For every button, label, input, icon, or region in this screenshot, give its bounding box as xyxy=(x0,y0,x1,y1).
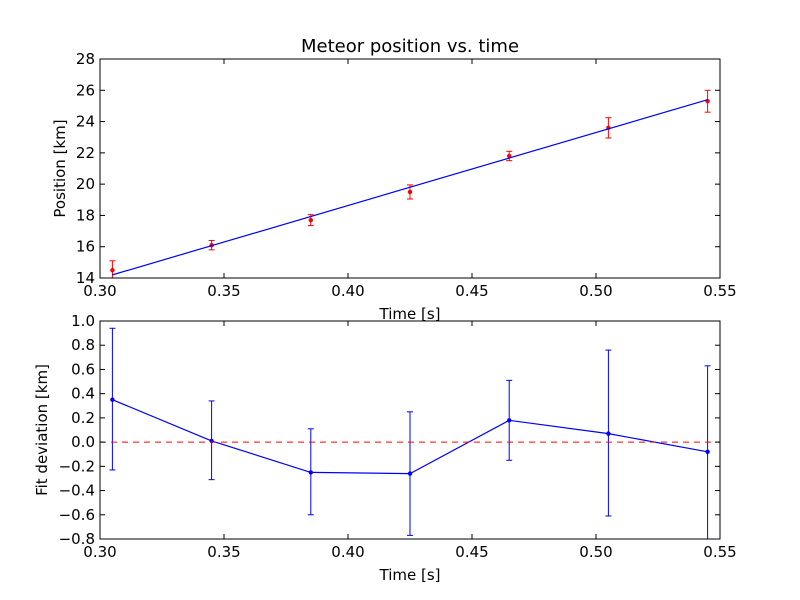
fit-deviation-y-tick-label: 0.0 xyxy=(71,433,95,451)
fit-deviation-y-tick-label: −0.6 xyxy=(59,506,95,524)
position-x-tick-label: 0.55 xyxy=(703,282,736,300)
fit-deviation-y-tick-label: 1.0 xyxy=(71,312,95,330)
data-point xyxy=(407,189,413,195)
data-point xyxy=(308,470,313,475)
data-point xyxy=(606,431,611,436)
data-point xyxy=(705,449,710,454)
fit-deviation-y-axis-label: Fit deviation [km] xyxy=(33,364,51,496)
fit-deviation-x-tick-label: 0.50 xyxy=(579,543,612,561)
fit-deviation-axis-ticks: 0.30 0.35 0.40 0.45 0.50 0.55 −0.8 −0.6 −0.4 −0.2… xyxy=(59,312,737,561)
data-point xyxy=(110,397,115,402)
fit-deviation-y-tick-label: −0.2 xyxy=(59,457,95,475)
fit-deviation-x-tick-label: 0.30 xyxy=(83,543,116,561)
data-point xyxy=(507,418,512,423)
position-y-tick-label: 22 xyxy=(76,144,95,162)
position-y-tick-label: 14 xyxy=(76,269,95,287)
data-point xyxy=(507,153,512,159)
data-point xyxy=(110,267,115,273)
position-x-tick-label: 0.50 xyxy=(579,282,612,300)
position-axes-frame xyxy=(99,58,721,279)
fit-line xyxy=(112,99,708,276)
position-x-tick-label: 0.35 xyxy=(207,282,240,300)
position-y-tick-label: 16 xyxy=(76,238,95,256)
fit-deviation-x-tick-label: 0.45 xyxy=(455,543,488,561)
position-y-axis-label: Position [km] xyxy=(51,119,69,217)
position-y-tick-label: 26 xyxy=(76,81,95,99)
position-axis-ticks: 0.30 0.35 0.40 0.45 0.50 0.55 14 16 18 20 22 24 26 28 xyxy=(76,50,737,300)
data-point xyxy=(308,217,313,223)
fit-deviation-y-tick-label: 0.6 xyxy=(71,360,95,378)
fit-deviation-x-tick-label: 0.55 xyxy=(703,543,736,561)
fit-deviation-x-axis-label: Time [s] xyxy=(379,566,441,584)
fit-deviation-chart: 0.30 0.35 0.40 0.45 0.50 0.55 −0.8 −0.6 −0.4 −0.2… xyxy=(33,312,737,584)
position-x-tick-label: 0.45 xyxy=(455,282,488,300)
fit-deviation-y-tick-label: 0.2 xyxy=(71,409,95,427)
position-y-tick-label: 28 xyxy=(76,50,95,68)
data-point xyxy=(407,471,413,476)
position-chart: Meteor position vs. time 0.30 0.35 0.40 0.4… xyxy=(51,36,737,323)
position-x-tick-label: 0.30 xyxy=(83,282,116,300)
position-x-tick-label: 0.40 xyxy=(331,282,364,300)
fit-deviation-x-tick-label: 0.35 xyxy=(207,543,240,561)
fit-deviation-y-tick-label: −0.8 xyxy=(59,530,95,548)
position-y-tick-label: 18 xyxy=(76,206,95,224)
position-x-axis-label: Time [s] xyxy=(379,305,441,323)
chart-title: Meteor position vs. time xyxy=(301,36,519,57)
position-plot-marks xyxy=(109,89,711,279)
position-y-tick-label: 20 xyxy=(76,175,95,193)
fit-deviation-y-tick-label: 0.4 xyxy=(71,385,95,403)
fit-deviation-x-tick-label: 0.40 xyxy=(331,543,364,561)
fit-deviation-axes-frame xyxy=(99,320,721,540)
position-y-tick-label: 24 xyxy=(76,113,95,131)
fit-deviation-y-tick-label: 0.8 xyxy=(71,336,95,354)
fit-deviation-y-tick-label: −0.4 xyxy=(59,482,95,500)
